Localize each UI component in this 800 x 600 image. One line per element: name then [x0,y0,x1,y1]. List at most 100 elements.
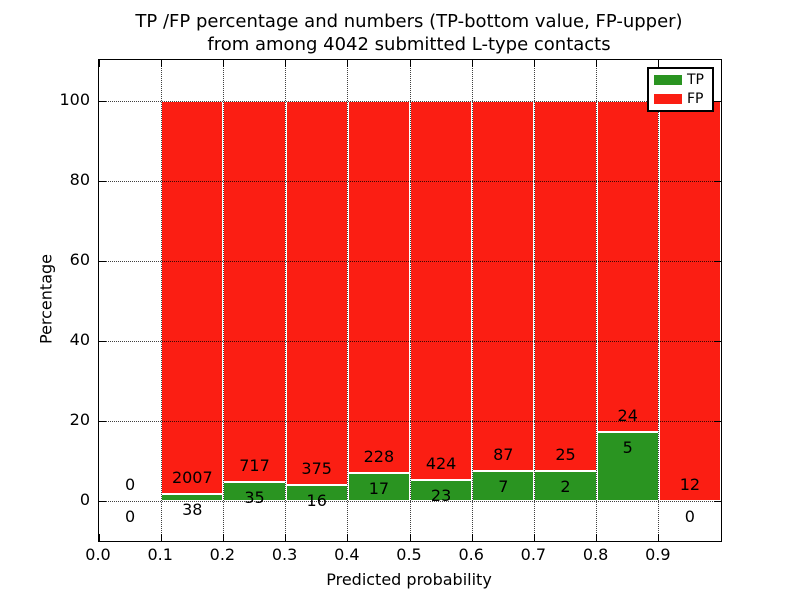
y-tick-mark-right [714,340,721,342]
tp-count-annotation-6: 7 [498,477,509,497]
y-tick-mark-left [99,340,106,342]
chart-title-line1: TP /FP percentage and numbers (TP-bottom… [135,11,683,32]
x-gridline [160,60,162,541]
y-tick-mark-left [99,260,106,262]
x-tick-mark-bottom [409,534,411,541]
y-tick-mark-right [714,180,721,182]
x-axis-label: Predicted probability [326,570,492,589]
y-tick-label: 20 [69,410,90,429]
x-tick-mark-bottom [98,534,100,541]
chart-title-line2: from among 4042 submitted L-type contact… [207,34,611,55]
legend-swatch-tp [654,75,682,85]
tp-count-annotation-4: 17 [368,479,390,499]
legend-label-tp: TP [687,71,704,88]
fp-count-annotation-2: 717 [239,456,270,476]
x-tick-label: 0.0 [85,545,111,564]
y-gridline [99,501,721,502]
x-tick-mark-top [98,60,100,67]
bar-tp-segment-5 [410,480,473,501]
y-tick-mark-right [714,260,721,262]
tp-count-annotation-7: 2 [560,477,571,497]
bar-tp-segment-1 [161,493,224,501]
x-tick-label: 0.2 [209,545,236,564]
y-tick-mark-right [714,100,721,102]
legend: TP FP [647,67,714,112]
x-gridline [409,60,411,541]
x-tick-label: 0.9 [645,545,671,564]
tp-count-annotation-0: 0 [125,507,136,526]
x-tick-label: 0.5 [396,545,422,564]
x-tick-mark-top [285,60,287,67]
x-tick-label: 0.3 [271,545,298,564]
x-gridline [347,60,349,541]
tp-count-annotation-3: 16 [306,490,327,510]
fp-count-annotation-5: 424 [425,454,457,474]
x-tick-mark-bottom [471,534,473,541]
x-tick-label: 0.6 [458,545,484,564]
y-tick-label: 100 [59,90,90,109]
y-tick-mark-left [99,180,106,182]
x-tick-mark-bottom [222,534,224,541]
x-tick-mark-bottom [533,534,535,541]
x-gridline [471,60,473,541]
y-gridline [99,261,721,262]
tp-count-annotation-1: 38 [182,499,203,519]
y-tick-mark-left [99,420,106,422]
bar-tp-segment-8 [596,432,659,501]
x-tick-mark-top [471,60,473,67]
y-tick-mark-right [714,420,721,422]
x-tick-mark-top [409,60,411,67]
chart-title: TP /FP percentage and numbers (TP-bottom… [135,10,682,56]
legend-label-fp: FP [687,90,704,107]
x-tick-mark-top [533,60,535,67]
x-tick-mark-bottom [596,534,598,541]
y-tick-label: 60 [69,250,90,269]
fp-count-annotation-4: 228 [363,447,395,467]
x-gridline [533,60,535,541]
y-gridline [99,181,721,182]
y-tick-label: 0 [79,490,90,509]
bar-fp-segment-5 [410,101,473,481]
y-gridline [99,101,721,102]
bar-tp-segment-3 [285,484,348,501]
legend-entry-tp: TP [654,71,707,88]
x-tick-mark-top [347,60,349,67]
y-tick-label: 40 [69,330,90,349]
legend-swatch-fp [654,94,682,104]
fp-count-annotation-9: 12 [679,475,701,494]
x-gridline [222,60,224,541]
bar-tp-segment-4 [347,473,410,501]
x-tick-label: 0.7 [520,545,547,564]
y-gridline [99,421,721,422]
x-tick-mark-bottom [658,534,660,541]
bar-tp-segment-7 [534,471,597,501]
tp-count-annotation-2: 35 [244,488,265,508]
bar-fp-segment-4 [347,101,410,474]
bar-fp-segment-6 [472,101,535,472]
fp-count-annotation-8: 24 [617,406,638,426]
bar-fp-segment-7 [534,101,597,472]
y-gridline [99,341,721,342]
bar-fp-segment-9 [658,101,721,501]
fp-count-annotation-0: 0 [125,475,136,494]
x-tick-mark-bottom [160,534,162,541]
x-gridline [285,60,287,541]
x-tick-label: 0.4 [334,545,360,564]
x-tick-mark-bottom [347,534,349,541]
x-tick-mark-top [658,60,660,67]
bar-tp-segment-6 [472,471,535,501]
plot-area: 0 0 2007 38 717 35 375 16 228 17 424 23 87 7 25 2 24 5 12 0 [98,59,722,542]
bar-fp-segment-2 [223,101,286,483]
y-tick-mark-left [99,100,106,102]
legend-entry-fp: FP [654,90,707,107]
bar-tp-segment-2 [223,482,286,501]
fp-count-annotation-7: 25 [555,445,576,465]
tp-count-annotation-9: 0 [684,507,695,526]
x-tick-mark-top [596,60,598,67]
fp-count-annotation-3: 375 [301,458,332,478]
x-tick-label: 0.1 [147,545,173,564]
x-tick-mark-bottom [285,534,287,541]
tp-count-annotation-8: 5 [622,438,633,458]
y-tick-mark-left [99,500,106,502]
